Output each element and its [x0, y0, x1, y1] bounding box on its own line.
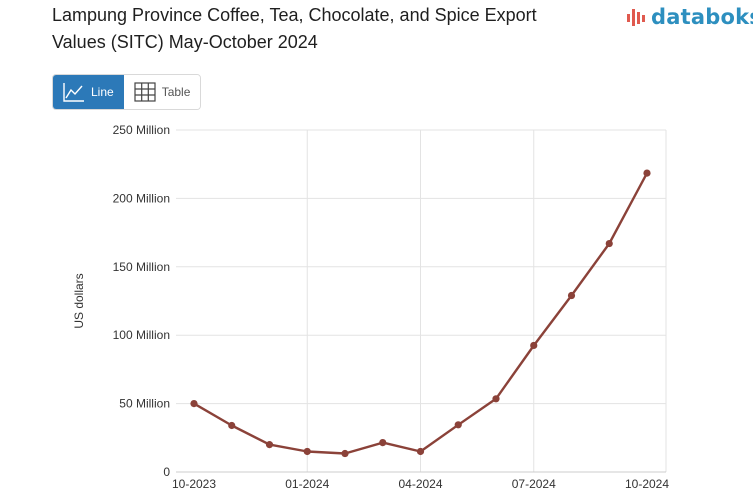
y-tick-label: 50 Million	[119, 397, 170, 411]
data-point[interactable]	[492, 395, 500, 403]
chart-title-line-1: Lampung Province Coffee, Tea, Chocolate,…	[52, 5, 537, 25]
y-tick-label: 200 Million	[113, 191, 170, 205]
data-point[interactable]	[190, 400, 198, 408]
logo-bars-icon	[627, 9, 645, 26]
y-tick-labels: 0 50 Million 100 Million 150 Million 200 Mil…	[113, 123, 171, 479]
view-toggle: Line Table	[52, 74, 202, 110]
x-gridlines	[176, 130, 667, 473]
data-point[interactable]	[567, 291, 576, 300]
table-grid-icon	[134, 82, 156, 102]
x-tick-label: 10-2024	[625, 477, 669, 491]
data-point[interactable]	[530, 341, 538, 350]
data-point[interactable]	[265, 441, 274, 449]
data-point[interactable]	[454, 421, 462, 429]
y-tick-label: 100 Million	[113, 328, 170, 342]
table-view-label: Table	[161, 85, 191, 99]
line-chart-icon	[63, 83, 84, 102]
data-points	[190, 169, 651, 458]
x-tick-label: 10-2023	[172, 477, 216, 491]
data-point[interactable]	[416, 447, 425, 456]
x-tick-labels: 10-2023 01-2024 04-2024 07-2024 10-2024	[172, 477, 669, 491]
line-view-label: Line	[91, 85, 114, 99]
data-point[interactable]	[228, 421, 236, 430]
data-point[interactable]	[605, 239, 613, 248]
table-view-button[interactable]: Table	[123, 75, 201, 109]
y-tick-label: 0	[163, 465, 170, 479]
y-tick-label: 250 Million	[113, 123, 170, 137]
data-point[interactable]	[643, 169, 651, 177]
x-tick-label: 04-2024	[398, 477, 442, 491]
x-tick-label: 01-2024	[285, 477, 329, 491]
data-point[interactable]	[379, 438, 387, 447]
y-tick-label: 150 Million	[113, 260, 170, 274]
logo-text: databoks	[651, 5, 753, 29]
chart-title: Lampung Province Coffee, Tea, Chocolate,…	[52, 2, 592, 56]
x-tick-label: 07-2024	[512, 477, 556, 491]
chart-title-line-2: Values (SITC) May-October 2024	[52, 32, 318, 52]
databoks-logo: databoks	[626, 4, 753, 30]
data-point[interactable]	[303, 447, 311, 456]
data-point[interactable]	[341, 449, 349, 458]
line-view-button[interactable]: Line	[53, 75, 124, 109]
